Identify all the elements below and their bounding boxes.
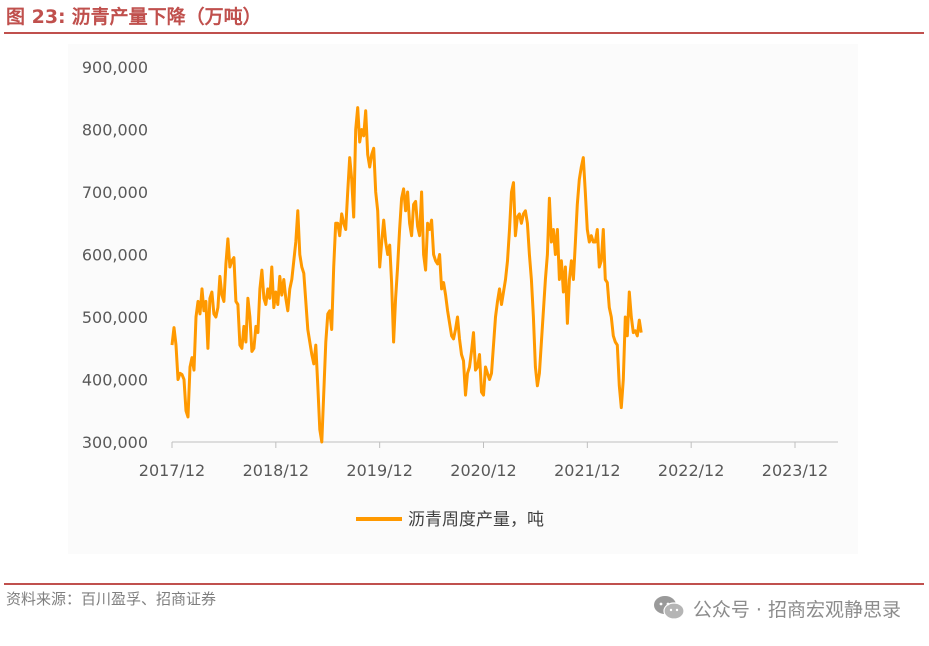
source-note: 资料来源：百川盈孚、招商证券	[6, 590, 217, 608]
top-divider	[4, 32, 924, 34]
x-tick-label: 2023/12	[762, 461, 828, 480]
x-tick-label: 2019/12	[346, 461, 412, 480]
legend: 沥青周度产量，吨	[356, 510, 544, 530]
x-tick-label: 2018/12	[243, 461, 309, 480]
series-line-asphalt-output	[170, 106, 643, 444]
line-chart: 300,000 400,000 500,000 600,000 700,000 800,0…	[82, 58, 838, 530]
bottom-divider	[4, 583, 924, 585]
y-tick-label: 700,000	[82, 183, 148, 202]
wechat-icon	[653, 596, 685, 620]
legend-label: 沥青周度产量，吨	[408, 510, 544, 530]
chart-background	[68, 44, 858, 554]
x-tick-label: 2021/12	[554, 461, 620, 480]
x-axis: 2017/12 2018/12 2019/12 2020/12 2021/12 2022/…	[139, 441, 838, 480]
x-tick-label: 2022/12	[658, 461, 724, 480]
y-tick-label: 500,000	[82, 308, 148, 327]
y-tick-label: 600,000	[82, 246, 148, 265]
series-layer	[170, 106, 643, 444]
y-tick-label: 400,000	[82, 371, 148, 390]
figure-number: 图 23:	[6, 6, 66, 28]
watermark-text: 公众号 · 招商宏观静思录	[692, 598, 901, 621]
figure-title: 图 23: 沥青产量下降（万吨）	[6, 3, 262, 31]
watermark: 公众号 · 招商宏观静思录	[653, 594, 901, 622]
y-tick-label: 300,000	[82, 433, 148, 452]
y-tick-label: 800,000	[82, 121, 148, 140]
y-tick-label: 900,000	[82, 58, 148, 77]
x-tick-label: 2017/12	[139, 461, 205, 480]
x-tick-label: 2020/12	[450, 461, 516, 480]
y-axis: 300,000 400,000 500,000 600,000 700,000 800,0…	[82, 58, 148, 452]
figure-title-text: 沥青产量下降（万吨）	[71, 6, 262, 28]
